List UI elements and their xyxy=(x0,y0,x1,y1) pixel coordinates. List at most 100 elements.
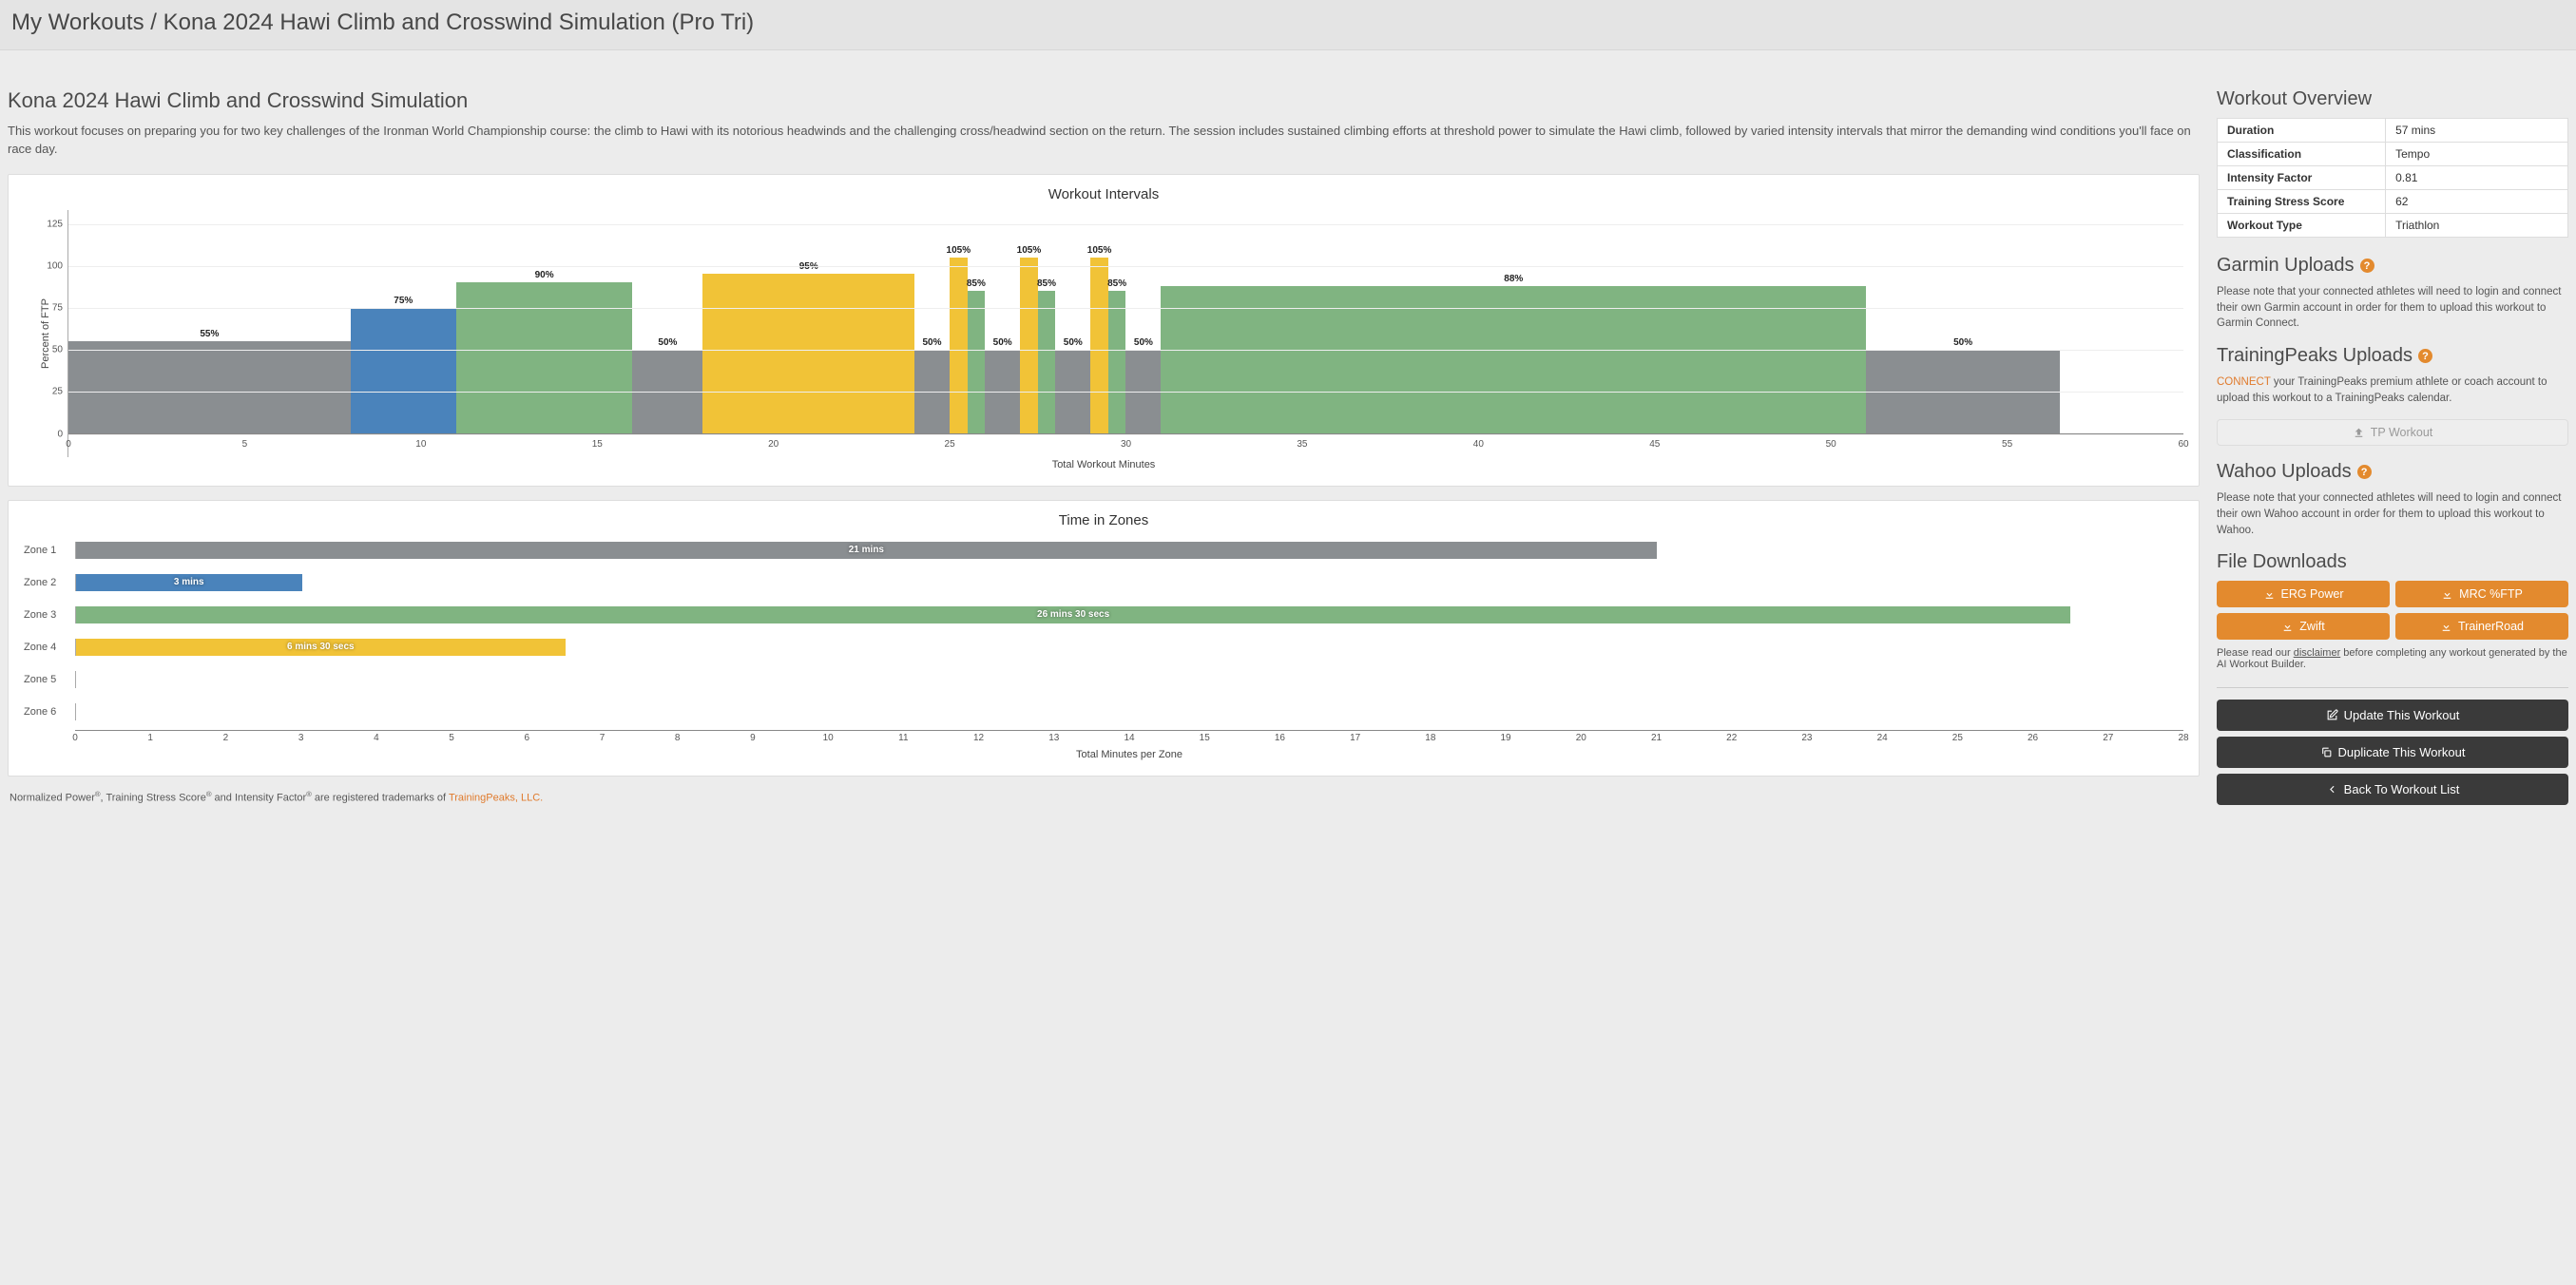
interval-bar: 55% xyxy=(68,216,351,433)
interval-bar: 50% xyxy=(632,216,702,433)
x-tick: 20 xyxy=(1576,733,1586,743)
zones-x-label: Total Minutes per Zone xyxy=(75,749,2183,760)
interval-bar: 90% xyxy=(456,216,632,433)
download-icon xyxy=(2281,621,2294,633)
x-tick: 17 xyxy=(1350,733,1360,743)
zone-row: Zone 6 xyxy=(24,698,2183,726)
breadcrumb: My Workouts / Kona 2024 Hawi Climb and C… xyxy=(11,10,2565,36)
page-body: Kona 2024 Hawi Climb and Crosswind Simul… xyxy=(0,50,2576,813)
download-mrc-button[interactable]: MRC %FTP xyxy=(2395,581,2568,607)
zone-label: Zone 3 xyxy=(24,609,75,621)
trainingpeaks-heading: TrainingPeaks Uploads ? xyxy=(2217,345,2568,367)
interval-bar: 105% xyxy=(950,216,968,433)
x-tick: 5 xyxy=(242,439,248,450)
help-icon[interactable]: ? xyxy=(2357,465,2372,479)
download-trainerroad-button[interactable]: TrainerRoad xyxy=(2395,613,2568,640)
zone-label: Zone 6 xyxy=(24,706,75,718)
x-tick: 18 xyxy=(1425,733,1435,743)
download-zwift-button[interactable]: Zwift xyxy=(2217,613,2390,640)
x-tick: 26 xyxy=(2028,733,2038,743)
update-workout-button[interactable]: Update This Workout xyxy=(2217,700,2568,731)
connect-trainingpeaks-link[interactable]: CONNECT xyxy=(2217,376,2271,388)
overview-heading: Workout Overview xyxy=(2217,88,2568,110)
help-icon[interactable]: ? xyxy=(2418,349,2432,363)
chevron-left-icon xyxy=(2326,783,2338,796)
edit-icon xyxy=(2326,709,2338,721)
overview-key: Training Stress Score xyxy=(2218,190,2386,214)
interval-bar-label: 50% xyxy=(993,337,1012,350)
x-tick: 16 xyxy=(1275,733,1285,743)
interval-bar-label: 50% xyxy=(922,337,941,350)
downloads-heading: File Downloads xyxy=(2217,551,2568,573)
x-tick: 8 xyxy=(675,733,681,743)
zone-track: 3 mins xyxy=(75,574,2183,591)
downloads-disclaimer: Please read our disclaimer before comple… xyxy=(2217,647,2568,670)
zones-x-axis: 0123456789101112131415161718192021222324… xyxy=(75,730,2183,747)
overview-value: 62 xyxy=(2386,190,2568,214)
download-icon xyxy=(2263,588,2276,601)
intervals-y-label: Percent of FTP xyxy=(40,210,51,457)
interval-bar-label: 50% xyxy=(1064,337,1083,350)
intervals-chart-title: Workout Intervals xyxy=(24,186,2183,202)
trainingpeaks-link[interactable]: TrainingPeaks, LLC. xyxy=(449,792,543,803)
x-tick: 7 xyxy=(600,733,606,743)
y-tick: 25 xyxy=(36,387,63,397)
x-tick: 55 xyxy=(2002,439,2012,450)
zone-bar: 3 mins xyxy=(76,574,302,591)
action-buttons: Update This Workout Duplicate This Worko… xyxy=(2217,700,2568,805)
x-tick: 21 xyxy=(1651,733,1662,743)
x-tick: 45 xyxy=(1649,439,1660,450)
zone-row: Zone 326 mins 30 secs xyxy=(24,601,2183,629)
interval-bar-label: 50% xyxy=(1953,337,1972,350)
copy-icon xyxy=(2320,746,2333,758)
download-icon xyxy=(2441,588,2453,601)
wahoo-heading: Wahoo Uploads ? xyxy=(2217,461,2568,483)
x-tick: 11 xyxy=(898,733,908,743)
interval-bar: 85% xyxy=(968,216,986,433)
gridline xyxy=(68,392,2183,393)
y-tick: 0 xyxy=(36,429,63,439)
interval-bar: 105% xyxy=(1020,216,1038,433)
interval-bar-label: 85% xyxy=(1037,278,1056,291)
interval-bar: 50% xyxy=(1125,216,1161,433)
zone-track xyxy=(75,671,2183,688)
upload-icon xyxy=(2353,427,2365,439)
trademark-footnote: Normalized Power®, Training Stress Score… xyxy=(8,790,2200,804)
interval-bar-label: 95% xyxy=(799,261,818,274)
x-tick: 3 xyxy=(298,733,304,743)
breadcrumb-bar: My Workouts / Kona 2024 Hawi Climb and C… xyxy=(0,0,2576,50)
back-to-list-button[interactable]: Back To Workout List xyxy=(2217,774,2568,805)
x-tick: 0 xyxy=(66,439,71,450)
overview-value: 57 mins xyxy=(2386,119,2568,143)
y-tick: 100 xyxy=(36,260,63,271)
table-row: Intensity Factor0.81 xyxy=(2218,166,2568,190)
zone-bar: 21 mins xyxy=(76,542,1657,559)
download-erg-button[interactable]: ERG Power xyxy=(2217,581,2390,607)
x-tick: 19 xyxy=(1501,733,1511,743)
zones-rows: Zone 121 minsZone 23 minsZone 326 mins 3… xyxy=(24,536,2183,726)
x-tick: 35 xyxy=(1297,439,1307,450)
download-icon xyxy=(2440,621,2452,633)
zone-track xyxy=(75,703,2183,720)
zone-bar-label: 6 mins 30 secs xyxy=(287,642,355,652)
zone-row: Zone 23 mins xyxy=(24,568,2183,597)
zone-bar: 26 mins 30 secs xyxy=(76,606,2070,623)
x-tick: 15 xyxy=(592,439,603,450)
disclaimer-link[interactable]: disclaimer xyxy=(2294,647,2341,659)
help-icon[interactable]: ? xyxy=(2360,259,2374,273)
overview-key: Workout Type xyxy=(2218,214,2386,238)
x-tick: 4 xyxy=(374,733,379,743)
main-column: Kona 2024 Hawi Climb and Crosswind Simul… xyxy=(8,88,2200,805)
interval-bar: 50% xyxy=(1866,216,2060,433)
intervals-chart-card: Workout Intervals Percent of FTP 55%75%9… xyxy=(8,174,2200,487)
table-row: Duration57 mins xyxy=(2218,119,2568,143)
x-tick: 12 xyxy=(973,733,984,743)
x-tick: 25 xyxy=(1952,733,1963,743)
interval-bar-label: 50% xyxy=(1134,337,1153,350)
duplicate-workout-button[interactable]: Duplicate This Workout xyxy=(2217,737,2568,768)
x-tick: 23 xyxy=(1801,733,1812,743)
x-tick: 14 xyxy=(1124,733,1134,743)
x-tick: 22 xyxy=(1726,733,1737,743)
zone-track: 6 mins 30 secs xyxy=(75,639,2183,656)
gridline xyxy=(68,350,2183,351)
